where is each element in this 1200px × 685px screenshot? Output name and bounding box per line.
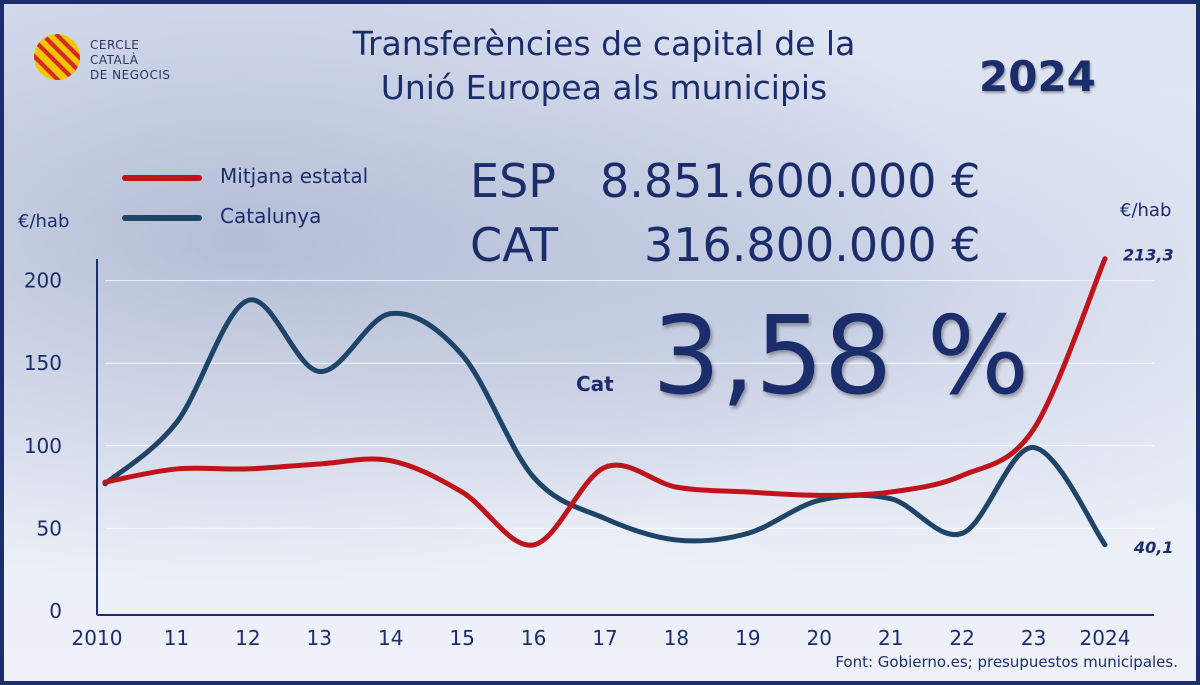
x-tick-label-22: 22 bbox=[949, 626, 974, 650]
legend-label-catalunya: Catalunya bbox=[220, 204, 322, 228]
share-label: Cat bbox=[576, 372, 614, 396]
y-axis-unit-left: €/hab bbox=[18, 211, 70, 232]
logo-text-line1: CERCLE bbox=[90, 38, 140, 52]
x-tick-label-23: 23 bbox=[1021, 626, 1046, 650]
legend-swatch-catalunya bbox=[122, 215, 202, 221]
x-tick-label-14: 14 bbox=[378, 626, 403, 650]
series-line-catalunya bbox=[102, 297, 1108, 548]
share-percentage: 3,58 % bbox=[652, 294, 1030, 419]
logo-text-line3: DE NEGOCIS bbox=[90, 68, 171, 82]
y-tick-label-0: 0 bbox=[49, 599, 62, 623]
x-tick-label-13: 13 bbox=[307, 626, 332, 650]
legend-item-spain: Mitjana estatal bbox=[122, 162, 442, 202]
legend-swatch-spain bbox=[122, 175, 202, 181]
esp-label: ESP bbox=[470, 154, 557, 208]
y-tick-label-150: 150 bbox=[24, 351, 62, 375]
legend-item-catalunya: Catalunya bbox=[122, 202, 442, 242]
x-tick-label-15: 15 bbox=[449, 626, 474, 650]
cercle-logo-icon bbox=[34, 34, 80, 80]
end-label-catalunya: 40,1 bbox=[1133, 538, 1173, 557]
x-tick-label-11: 11 bbox=[164, 626, 189, 650]
x-tick-label-20: 20 bbox=[807, 626, 832, 650]
title-line-1: Transferències de capital de la bbox=[352, 24, 856, 63]
title-line-2: Unió Europea als municipis bbox=[380, 68, 828, 107]
logo: CERCLE CATALÀ DE NEGOCIS bbox=[32, 32, 232, 92]
cat-total: 316.800.000 € bbox=[644, 218, 981, 272]
x-tick-label-17: 17 bbox=[592, 626, 617, 650]
x-tick-label-12: 12 bbox=[235, 626, 260, 650]
end-label-spain: 213,3 bbox=[1123, 246, 1174, 265]
y-tick-label-50: 50 bbox=[37, 516, 62, 540]
esp-total: 8.851.600.000 € bbox=[600, 154, 981, 208]
legend-label-spain: Mitjana estatal bbox=[220, 164, 369, 188]
chart-legend: Mitjana estatal Catalunya bbox=[122, 162, 442, 242]
y-tick-label-200: 200 bbox=[24, 269, 62, 293]
cat-label: CAT bbox=[470, 218, 559, 272]
line-chart: 0 50 100 150 200 2010 11 12 13 14 15 16 17 18 19 20 21 22… bbox=[24, 246, 1174, 650]
x-tick-label-2024: 2024 bbox=[1080, 626, 1131, 650]
y-tick-label-100: 100 bbox=[24, 434, 62, 458]
year-badge: 2024 bbox=[979, 52, 1096, 101]
x-tick-label-19: 19 bbox=[735, 626, 760, 650]
x-tick-label-18: 18 bbox=[664, 626, 689, 650]
page-title: Transferències de capital de la Unió Eur… bbox=[244, 22, 964, 110]
source-note: Font: Gobierno.es; presupuestos municipa… bbox=[835, 653, 1178, 671]
x-tick-label-21: 21 bbox=[878, 626, 903, 650]
y-axis-unit-right: €/hab bbox=[1120, 200, 1172, 221]
x-tick-label-16: 16 bbox=[521, 626, 546, 650]
series-line-spain bbox=[102, 256, 1108, 548]
x-tick-label-2010: 2010 bbox=[72, 626, 123, 650]
logo-text-line2: CATALÀ bbox=[90, 53, 139, 67]
